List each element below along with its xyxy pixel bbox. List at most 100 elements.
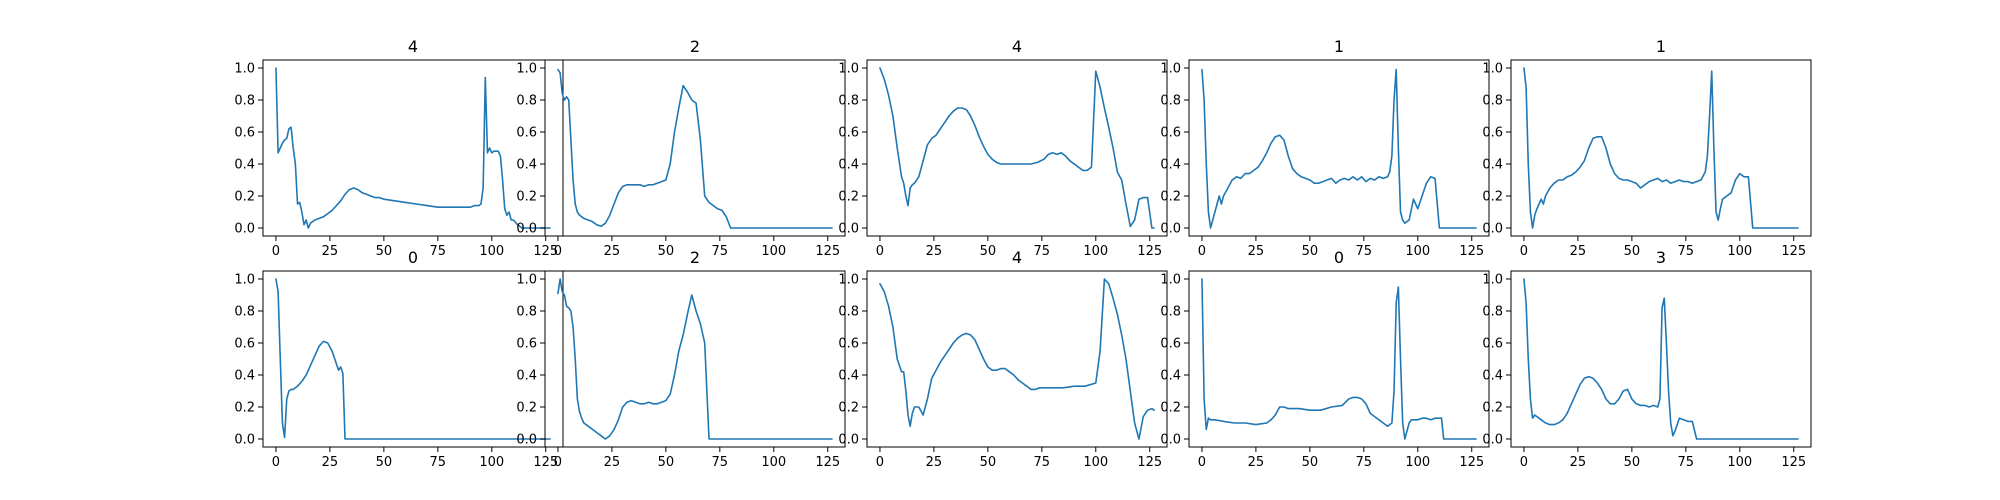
series-line [1523,278,1799,440]
y-tick-label: 0.0 [1482,222,1503,237]
x-tick-label: 50 [658,455,675,470]
y-tick-label: 0.4 [234,369,255,384]
y-tick-label: 0.0 [1160,433,1181,448]
y-tick-label: 0.0 [234,433,255,448]
plot-frame [1188,59,1490,237]
y-tick-label: 0.2 [1160,190,1181,205]
y-tick-label: 0.8 [234,94,255,109]
x-tick-label: 25 [1570,455,1587,470]
subplot-title: 3 [1656,248,1666,267]
x-tick-label: 25 [926,244,943,259]
x-tick-label: 125 [1781,244,1806,259]
x-tick-label: 125 [1137,244,1162,259]
subplot-title: 0 [408,248,418,267]
y-tick-label: 0.2 [234,401,255,416]
y-tick-label: 0.4 [1482,369,1503,384]
x-tick-label: 25 [322,244,339,259]
y-tick-label: 1.0 [1482,62,1503,77]
y-tick-label: 0.0 [838,433,859,448]
plot-frame [262,270,564,448]
y-tick-label: 0.4 [1160,369,1181,384]
series-line [1201,68,1477,229]
y-tick-label: 1.0 [234,62,255,77]
subplot-6: 0 25 50 75 100 125 0.0 0.2 0.4 0.6 0.8 1.0 0 [234,248,564,470]
y-tick-label: 0.0 [838,222,859,237]
x-tick-label: 0 [1198,455,1206,470]
x-tick-label: 125 [1137,455,1162,470]
subplot-title: 2 [690,248,700,267]
plot-frame [1510,270,1812,448]
y-tick-label: 1.0 [1482,273,1503,288]
x-tick-label: 25 [1248,244,1265,259]
subplot-title: 4 [1012,37,1022,56]
x-tick-label: 25 [1570,244,1587,259]
y-tick-label: 0.8 [1160,305,1181,320]
subplot-3: 0 25 50 75 100 125 0.0 0.2 0.4 0.6 0.8 1.0 4 [838,37,1168,259]
y-tick-label: 0.2 [516,190,537,205]
y-tick-label: 0.4 [516,158,537,173]
x-tick-label: 125 [815,455,840,470]
y-tick-label: 0.6 [516,126,537,141]
y-tick-label: 1.0 [838,273,859,288]
x-tick-label: 0 [272,244,280,259]
plot-frame [544,59,846,237]
series-line [557,278,833,440]
x-tick-label: 0 [1520,455,1528,470]
x-tick-label: 75 [1678,244,1695,259]
x-tick-label: 0 [554,244,562,259]
x-tick-label: 75 [430,455,447,470]
x-tick-label: 100 [1083,455,1108,470]
x-tick-label: 125 [1459,455,1484,470]
x-tick-label: 100 [1727,455,1752,470]
y-tick-label: 0.4 [516,369,537,384]
y-tick-label: 0.2 [838,401,859,416]
x-tick-label: 25 [926,455,943,470]
x-tick-label: 50 [376,455,393,470]
x-tick-label: 0 [1198,244,1206,259]
x-tick-label: 50 [1302,455,1319,470]
x-tick-label: 0 [1520,244,1528,259]
x-tick-label: 100 [479,455,504,470]
series-line [879,278,1155,440]
y-tick-label: 0.0 [234,222,255,237]
y-tick-label: 1.0 [234,273,255,288]
series-line [879,67,1155,229]
series-line [1523,67,1799,229]
x-tick-label: 75 [712,244,729,259]
plot-frame [1188,270,1490,448]
x-tick-label: 0 [876,244,884,259]
x-tick-label: 100 [1727,244,1752,259]
plot-frame [866,270,1168,448]
x-tick-label: 75 [1356,455,1373,470]
y-tick-label: 0.8 [838,305,859,320]
y-tick-label: 0.0 [1160,222,1181,237]
subplot-title: 2 [690,37,700,56]
y-tick-label: 0.0 [516,433,537,448]
y-tick-label: 0.4 [838,158,859,173]
series-line [275,67,551,229]
series-line [1201,278,1477,440]
subplot-2: 0 25 50 75 100 125 0.0 0.2 0.4 0.6 0.8 1.0 2 [516,37,846,259]
x-tick-label: 125 [1459,244,1484,259]
y-tick-label: 1.0 [1160,273,1181,288]
subplot-7: 0 25 50 75 100 125 0.0 0.2 0.4 0.6 0.8 1.0 2 [516,248,846,470]
y-tick-label: 0.2 [1482,401,1503,416]
x-tick-label: 100 [1405,455,1430,470]
series-line [275,278,551,440]
x-tick-label: 50 [980,455,997,470]
y-tick-label: 1.0 [1160,62,1181,77]
y-tick-label: 0.6 [1160,126,1181,141]
subplot-title: 1 [1334,37,1344,56]
x-tick-label: 50 [1624,244,1641,259]
x-tick-label: 100 [761,244,786,259]
y-tick-label: 0.0 [1482,433,1503,448]
y-tick-label: 0.6 [1482,337,1503,352]
plot-frame [544,270,846,448]
y-tick-label: 0.4 [838,369,859,384]
x-tick-label: 50 [376,244,393,259]
y-tick-label: 0.8 [516,305,537,320]
x-tick-label: 25 [322,455,339,470]
y-tick-label: 0.8 [1482,305,1503,320]
plot-frame [866,59,1168,237]
